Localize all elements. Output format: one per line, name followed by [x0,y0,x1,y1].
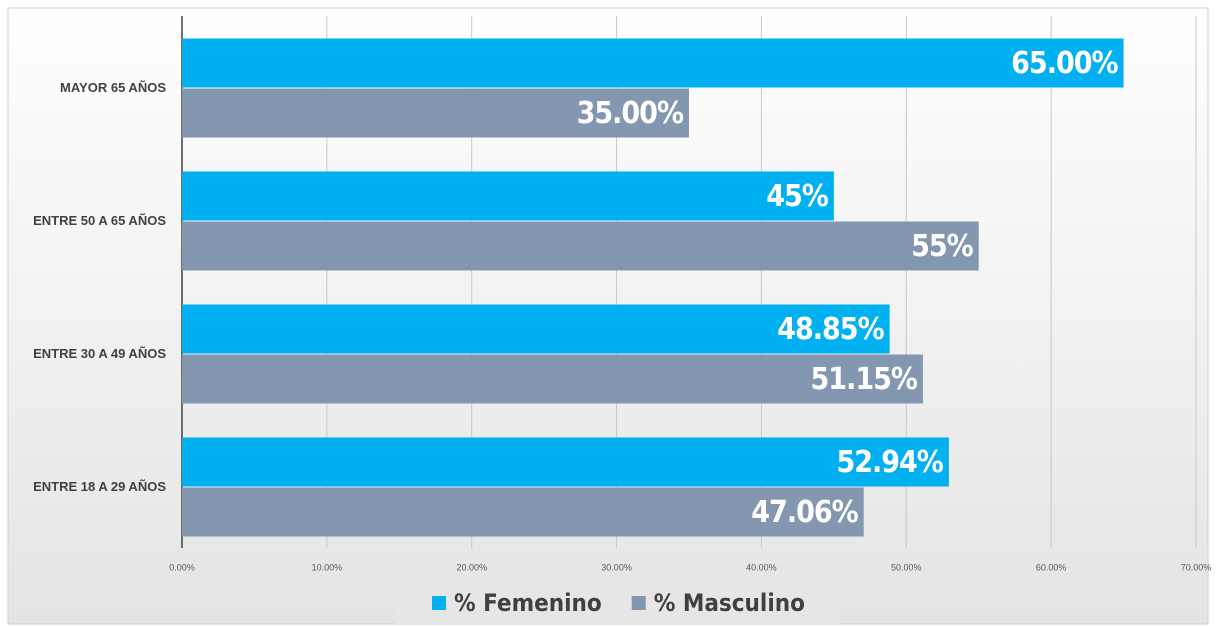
legend-label: % Femenino [454,589,602,617]
x-tick-label: 70.00% [1181,562,1212,572]
legend-label: % Masculino [654,589,805,617]
x-tick-label: 60.00% [1036,562,1067,572]
y-tick-label: ENTRE 50 A 65 AÑOS [33,213,166,228]
bar [182,221,979,271]
x-tick-label: 20.00% [456,562,487,572]
y-tick-label: ENTRE 30 A 49 AÑOS [33,346,166,361]
bar [182,354,923,404]
data-label: 47.06% [751,495,858,530]
bar [182,487,864,537]
data-label: 55% [911,229,974,264]
legend-swatch [432,596,446,610]
y-tick-label: MAYOR 65 AÑOS [60,80,166,95]
data-label: 65.00% [1011,46,1118,81]
legend-box [396,582,840,624]
x-tick-label: 30.00% [601,562,632,572]
bar [182,38,1124,88]
bar [182,171,834,221]
x-tick-label: 10.00% [312,562,343,572]
data-label: 52.94% [836,445,943,480]
y-tick-label: ENTRE 18 A 29 AÑOS [33,479,166,494]
data-label: 48.85% [777,312,884,347]
data-label: 45% [766,179,829,214]
bar [182,304,890,354]
legend-swatch [631,596,646,610]
bar [182,437,949,487]
bar [182,88,689,138]
data-label: 51.15% [811,362,918,397]
x-tick-label: 40.00% [746,562,777,572]
x-tick-label: 50.00% [891,562,922,572]
x-tick-label: 0.00% [169,562,195,572]
data-label: 35.00% [577,96,684,131]
